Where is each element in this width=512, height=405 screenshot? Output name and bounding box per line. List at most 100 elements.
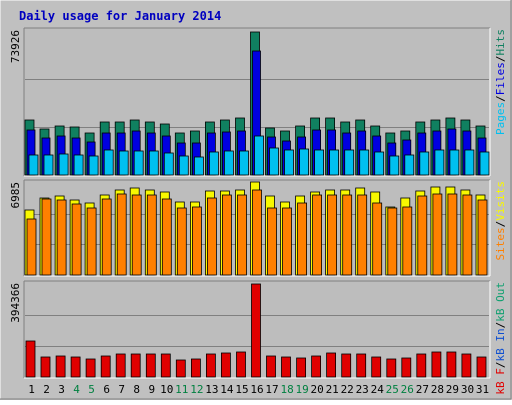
bar (284, 149, 294, 176)
x-tick-label: 8 (133, 383, 140, 396)
bar (100, 355, 111, 378)
bar (327, 194, 338, 276)
bar (28, 154, 39, 176)
x-tick-label: 6 (103, 383, 110, 396)
x-tick-label: 22 (341, 383, 354, 396)
chart-title: Daily usage for January 2014 (19, 9, 221, 23)
bar (25, 340, 36, 378)
bar (86, 207, 97, 276)
bar (146, 194, 157, 276)
bar (131, 194, 142, 276)
x-tick-label: 16 (250, 383, 263, 396)
x-tick-label: 1 (28, 383, 35, 396)
bar (43, 154, 54, 176)
bar (133, 150, 144, 176)
bar (282, 207, 292, 276)
bar (26, 218, 37, 276)
bar (312, 194, 323, 276)
bar (70, 356, 81, 378)
bar (342, 194, 353, 276)
legend-entry: Pages (494, 102, 507, 135)
bar (220, 352, 231, 378)
legend-entry: Files (494, 62, 507, 95)
bar (223, 150, 234, 176)
bar (71, 203, 82, 276)
bar (404, 154, 415, 176)
x-tick-label: 14 (220, 383, 234, 396)
x-tick-label: 5 (88, 383, 95, 396)
x-tick-label: 31 (476, 383, 489, 396)
bar (145, 353, 156, 378)
x-tick-label: 2 (43, 383, 50, 396)
bar (266, 355, 276, 378)
bar (344, 149, 355, 176)
panel-max-label: 73926 (9, 30, 22, 63)
bar (205, 353, 216, 378)
legend-separator: / (494, 95, 507, 102)
bar (329, 149, 340, 176)
bar (326, 352, 337, 378)
bar (163, 152, 174, 176)
bar (359, 149, 370, 176)
bar (296, 357, 307, 378)
bar (461, 353, 472, 378)
bar (446, 351, 457, 378)
bar (190, 358, 201, 378)
bar (464, 149, 475, 176)
bar (389, 155, 400, 176)
x-axis-labels: 1 2 3 4 5 6 7 8 9 10 11 12 13 14 15 16 17 18 19 20 21 22 23 24 2… (28, 383, 489, 396)
bar (299, 148, 310, 176)
bar (208, 151, 219, 176)
bar (191, 206, 202, 276)
bar (297, 202, 308, 276)
legend-separator: / (494, 322, 507, 329)
bar (85, 358, 96, 378)
bar (55, 355, 66, 378)
legend-entry: Hits (494, 29, 507, 56)
bar (239, 150, 249, 176)
bar (432, 193, 443, 276)
bar (479, 151, 490, 176)
x-tick-label: 18 (280, 383, 293, 396)
series-sites (26, 189, 488, 276)
legend-separator: / (494, 362, 507, 369)
x-tick-label: 10 (160, 383, 173, 396)
bar (372, 202, 383, 276)
bar (477, 199, 488, 276)
legend-separator: / (494, 221, 507, 228)
x-tick-label: 30 (461, 383, 474, 396)
chart-panels: 73926Pages/Files/Hits6985Sites/Visits394… (9, 27, 507, 395)
x-tick-label: 26 (401, 383, 414, 396)
bar (103, 149, 114, 176)
bar (130, 353, 141, 378)
bar (401, 357, 412, 378)
bar (161, 198, 172, 276)
x-tick-label: 28 (431, 383, 444, 396)
x-tick-label: 29 (446, 383, 459, 396)
bar (281, 356, 291, 378)
x-tick-label: 19 (295, 383, 308, 396)
bar (206, 197, 217, 276)
x-tick-label: 23 (356, 383, 369, 396)
bar (311, 355, 322, 378)
bar (88, 155, 99, 176)
x-tick-label: 21 (326, 383, 339, 396)
bar (357, 194, 368, 276)
x-tick-label: 9 (148, 383, 155, 396)
x-tick-label: 3 (58, 383, 65, 396)
x-tick-label: 7 (118, 383, 125, 396)
x-tick-label: 11 (175, 383, 188, 396)
bar (386, 358, 397, 378)
series-kb-f (25, 283, 487, 378)
bar (387, 207, 398, 276)
bar (431, 351, 442, 378)
bar (267, 207, 277, 276)
bar (118, 150, 129, 176)
legend-entry: kB Out (494, 282, 507, 322)
bar (269, 147, 279, 176)
panel-visits-sites: 6985 Sites/Visits (9, 179, 507, 277)
bar (251, 283, 261, 378)
bar (56, 199, 67, 276)
